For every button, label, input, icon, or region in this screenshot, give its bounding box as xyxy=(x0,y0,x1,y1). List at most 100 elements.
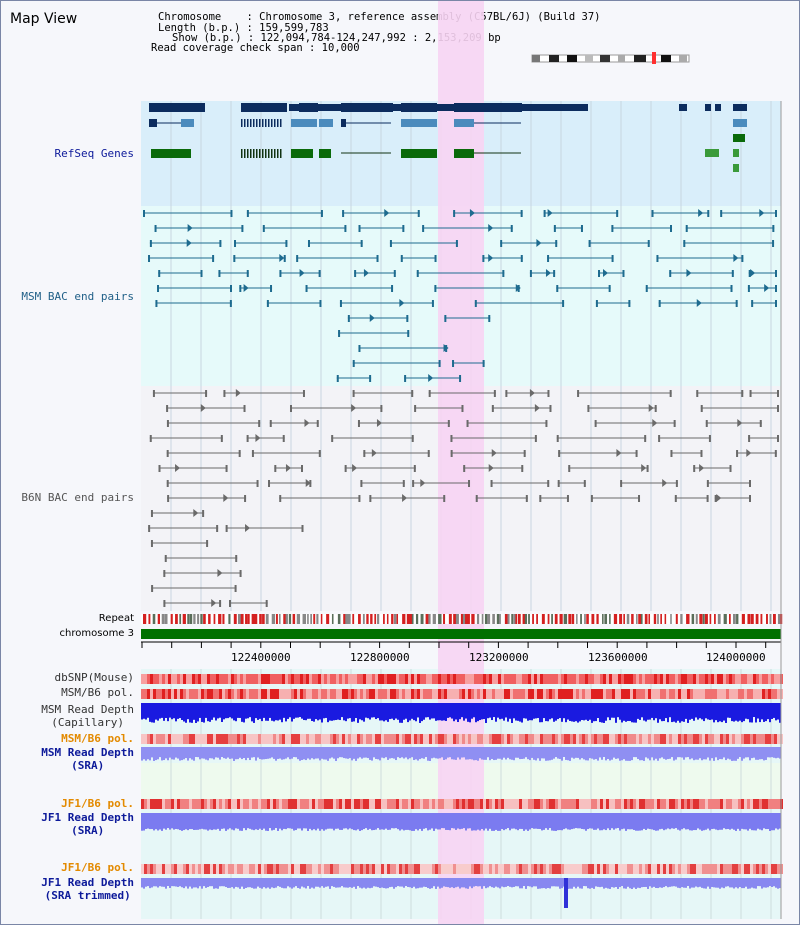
msm-depth-cap-bar xyxy=(415,703,417,722)
msm-depth-cap-bar xyxy=(239,703,241,718)
msm-depth-sra-bar xyxy=(647,747,649,759)
repeat-mark xyxy=(415,614,419,624)
msm-pol-sra-heat xyxy=(390,734,393,744)
msm-depth-sra-bar xyxy=(591,747,593,759)
jf1-depth-trim-bar xyxy=(629,878,631,889)
msm-pol-sra-heat xyxy=(522,734,525,744)
b6n-bac-pair-end xyxy=(450,435,453,442)
jf1-pol-trim-heat xyxy=(165,864,168,874)
msm-depth-cap-bar xyxy=(337,703,339,720)
msm-pol-heat xyxy=(657,689,660,699)
jf1-depth-sra-bar xyxy=(679,813,681,831)
msm-depth-cap-bar xyxy=(255,703,257,719)
repeat-mark xyxy=(283,614,287,624)
jf1-depth-trim-bar xyxy=(347,878,349,888)
msm-pol-heat xyxy=(324,689,327,699)
jf1-pol-heat xyxy=(624,799,627,809)
msm-depth-cap-bar xyxy=(279,703,281,720)
b6n-bac-pair-end xyxy=(696,390,699,397)
msm-depth-sra-bar xyxy=(689,747,691,760)
msm-bac-label[interactable]: MSM BAC end pairs xyxy=(21,290,134,303)
msm-depth-sra-bar xyxy=(703,747,705,760)
msm-depth-sra-bar xyxy=(485,747,487,760)
msm-pol-heat xyxy=(696,689,699,699)
b6n-bac-pair-end xyxy=(258,420,261,427)
dbsnp-heat xyxy=(456,674,459,684)
jf1-depth-sra-bar xyxy=(765,813,767,830)
msm-depth-cap-bar xyxy=(257,703,259,720)
msm-depth-cap-bar xyxy=(295,703,297,718)
dbsnp-heat xyxy=(261,674,264,684)
jf1-pol-heat xyxy=(378,799,381,809)
msm-bac-pair-end xyxy=(747,285,750,292)
jf1-depth-trim-bar xyxy=(739,878,741,887)
jf1-depth-sra-bar xyxy=(153,813,155,831)
b6n-bac-pair-end xyxy=(693,465,696,472)
jf1-pol-heat xyxy=(519,799,522,809)
msm-bac-pair-end xyxy=(683,240,686,247)
msm-depth-cap-bar xyxy=(521,703,523,723)
msm-pol-sra-heat xyxy=(687,734,690,744)
jf1-depth-trim-bar xyxy=(203,878,205,887)
msm-pol-heat xyxy=(480,689,483,699)
refseq-genes-label[interactable]: RefSeq Genes xyxy=(54,147,134,160)
jf1-depth-trim-bar xyxy=(709,878,711,889)
msm-depth-cap-bar xyxy=(745,703,747,719)
msm-depth-sra-bar xyxy=(307,747,309,759)
jf1-pol-heat xyxy=(552,799,555,809)
jf1-pol-heat xyxy=(435,799,438,809)
msm-pol-sra-heat xyxy=(609,734,612,744)
msm-pol-sra-heat xyxy=(303,734,306,744)
msm-depth-sra-bar xyxy=(457,747,459,758)
b6n-bac-pair-arrow xyxy=(420,479,426,487)
jf1-depth-sra-bar xyxy=(187,813,189,831)
msm-depth-cap-bar xyxy=(299,703,301,718)
msm-pol-heat xyxy=(252,689,255,699)
msm-depth-cap-bar xyxy=(555,703,557,721)
repeat-mark xyxy=(695,614,698,624)
jf1-depth-sra-bar xyxy=(461,813,463,829)
dbsnp-heat xyxy=(546,674,549,684)
jf1-depth-sra-bar xyxy=(327,813,329,829)
dbsnp-heat xyxy=(405,674,408,684)
msm-pol-heat xyxy=(732,689,735,699)
msm-depth-cap-bar xyxy=(647,703,649,720)
jf1-pol-heat xyxy=(771,799,774,809)
b6n-bac-pair-end xyxy=(360,480,363,487)
jf1-pol-heat xyxy=(690,799,693,809)
jf1-pol-heat xyxy=(249,799,252,809)
jf1-depth-trim-bar xyxy=(643,878,645,887)
jf1-pol-heat xyxy=(678,799,681,809)
jf1-pol-heat xyxy=(198,799,201,809)
jf1-depth-trim-bar xyxy=(233,878,235,889)
jf1-pol-trim-heat xyxy=(216,864,219,874)
b6n-bac-label[interactable]: B6N BAC end pairs xyxy=(21,491,134,504)
msm-pol-sra-heat xyxy=(585,734,588,744)
msm-bac-pair-end xyxy=(219,240,222,247)
jf1-pol-trim-heat xyxy=(624,864,627,874)
jf1-depth-sra-bar xyxy=(497,813,499,831)
jf1-pol-heat xyxy=(765,799,768,809)
jf1-depth-sra-bar xyxy=(413,813,415,831)
msm-depth-cap-bar xyxy=(345,703,347,722)
msm-depth-cap-bar xyxy=(207,703,209,722)
msm-pol-heat xyxy=(447,689,450,699)
dbsnp-heat xyxy=(492,674,495,684)
msm-pol-sra-heat xyxy=(714,734,717,744)
jf1-pol-heat xyxy=(693,799,696,809)
msm-depth-sra-bar xyxy=(557,747,559,759)
msm-bac-pair-end xyxy=(148,255,151,262)
repeat-mark xyxy=(664,614,667,624)
msm-depth-sra-bar xyxy=(151,747,153,758)
msm-depth-cap-bar xyxy=(527,703,529,721)
msm-depth-cap-bar xyxy=(569,703,571,721)
jf1-pol-heat xyxy=(288,799,291,809)
repeat-mark xyxy=(602,614,604,624)
msm-bac-pair-end xyxy=(731,270,734,277)
msm-depth-cap-bar xyxy=(349,703,351,719)
jf1-pol-heat xyxy=(375,799,378,809)
msm-depth-sra-bar xyxy=(573,747,575,759)
msm-depth-cap-bar xyxy=(305,703,307,721)
jf1-depth-sra-bar xyxy=(431,813,433,829)
